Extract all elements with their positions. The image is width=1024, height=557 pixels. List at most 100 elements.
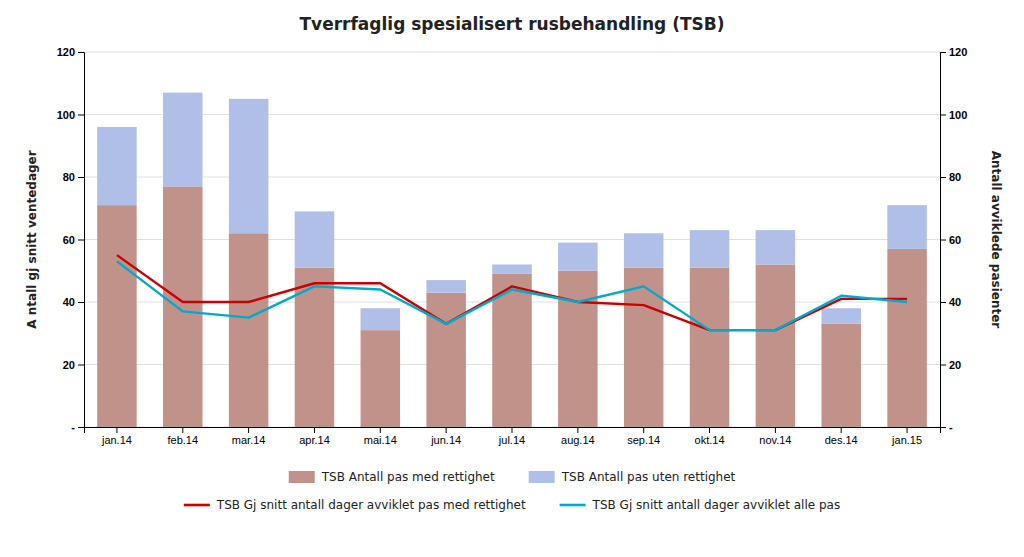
bar-series [97,93,927,331]
bar [426,280,466,293]
x-tick-label: nov.14 [759,434,791,446]
legend-item: TSB Antall pas med rettighet [289,470,495,484]
tick-mark [775,427,776,433]
x-tick: jan.15 [891,427,922,446]
y2-tick-label: 60 [949,234,961,246]
legend-row: TSB Gj snitt antall dager avviklet pas m… [184,498,840,512]
x-tick: mai.14 [364,427,397,446]
tick-mark [314,427,315,433]
grid-line [84,177,940,178]
bar [756,265,796,428]
bar [295,268,335,427]
legend-label: TSB Gj snitt antall dager avviklet alle … [592,498,841,512]
y2-tick-label: 20 [949,359,961,371]
legend-item: TSB Antall pas uten rettighet [529,470,736,484]
bar [887,249,927,427]
tick-mark [380,427,381,433]
x-tick: jul.14 [498,427,525,446]
y-tick-label: 80 [63,171,75,183]
legend-row: TSB Antall pas med rettighet TSB Antall p… [289,470,736,484]
y2-axis: -20406080100120 [940,46,967,433]
bar [821,308,861,324]
y2-tick: 100 [940,109,967,121]
x-tick: sep.14 [627,427,660,446]
x-tick-label: jun.14 [430,434,461,446]
y2-tick: 40 [940,296,961,308]
bar [426,293,466,427]
x-tick: des.14 [825,427,858,446]
y-tick: 20 [63,359,84,371]
axis-line [85,428,941,434]
tick-mark [940,302,946,303]
y-tick-label: 40 [63,296,75,308]
y-axis-title: A ntall gj snitt ventedager [25,150,39,328]
x-tick-label: sep.14 [627,434,660,446]
x-tick: nov.14 [759,427,791,446]
y-axis: - 20 40 60 80 100 120 [57,46,85,433]
y-tick: 40 [63,296,84,308]
legend: TSB Antall pas med rettighet TSB Antall p… [184,470,840,512]
legend-label: TSB Gj snitt antall dager avviklet pas m… [216,498,526,512]
y2-tick: 120 [940,46,967,58]
bar [97,127,137,205]
tick-mark [78,302,84,303]
legend-item: TSB Gj snitt antall dager avviklet pas m… [184,498,526,512]
tick-mark [512,427,513,433]
x-tick: aug.14 [561,427,595,446]
x-tick: jun.14 [430,427,461,446]
tick-mark [940,52,946,53]
tick-mark [907,427,908,433]
y-tick-label: 60 [63,234,75,246]
x-tick-label: aug.14 [561,434,595,446]
bar [624,233,664,267]
tick-mark [841,427,842,433]
x-tick-label: jan.14 [101,434,132,446]
y2-tick-label: 40 [949,296,961,308]
line [117,261,907,330]
x-tick-label: okt.14 [695,434,725,446]
tick-mark [116,427,117,433]
tick-mark [643,427,644,433]
bar [887,205,927,249]
y-tick-label: 120 [57,46,75,58]
x-tick: apr.14 [299,427,330,446]
tick-mark [940,177,946,178]
y-tick: 80 [63,171,84,183]
x-tick: jan.14 [101,427,132,446]
y-tick: 60 [63,234,84,246]
tick-mark [940,427,946,428]
tick-mark [248,427,249,433]
bar [690,230,730,268]
tick-mark [78,115,84,116]
chart-svg: Tverrfaglig spesialisert rusbehandling (… [0,0,1024,557]
bar [492,265,532,274]
tick-mark [78,52,84,53]
bar [163,93,203,187]
line [117,255,907,330]
x-tick-label: mai.14 [364,434,397,446]
bar [821,324,861,427]
tick-mark [78,427,84,428]
x-axis: jan.14feb.14mar.14apr.14mai.14jun.14jul.… [85,427,941,446]
legend-item: TSB Gj snitt antall dager avviklet alle … [560,498,841,512]
x-tick: okt.14 [695,427,725,446]
y2-tick-label: 80 [949,171,961,183]
x-tick: feb.14 [167,427,198,446]
tick-mark [577,427,578,433]
legend-swatch [560,504,586,507]
legend-swatch [529,471,555,483]
x-tick-label: jan.15 [891,434,922,446]
tick-mark [940,115,946,116]
grid-line [84,239,940,240]
bar-series [97,186,927,427]
grid-line [84,52,940,53]
bar [229,233,269,427]
y-tick: 100 [57,109,84,121]
axis-line [78,53,85,428]
legend-label: TSB Antall pas uten rettighet [561,470,736,484]
tick-mark [78,177,84,178]
y2-tick: 60 [940,234,961,246]
y-tick-label: - [71,421,75,433]
plot-area: jan.14feb.14mar.14apr.14mai.14jun.14jul.… [57,46,968,446]
bar [690,268,730,427]
